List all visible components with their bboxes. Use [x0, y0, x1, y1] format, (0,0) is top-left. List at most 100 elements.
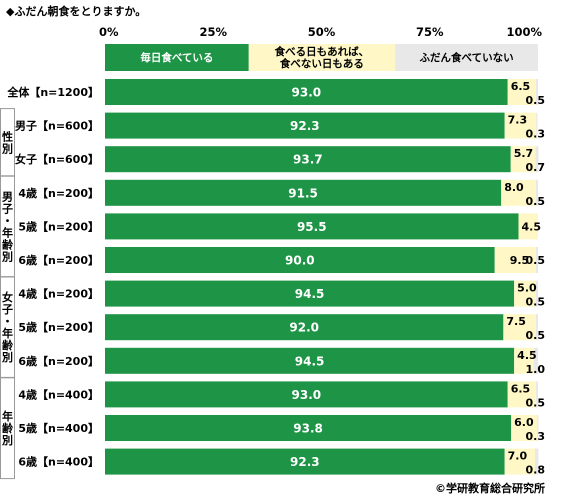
- data-label: 92.3: [290, 119, 320, 133]
- bar-segment: [105, 415, 512, 441]
- data-label: 4.5: [522, 220, 542, 233]
- group-label: 女子・年齢別: [1, 290, 14, 364]
- group-label: 年齢別: [1, 409, 14, 447]
- data-label: 6.5: [511, 382, 531, 395]
- category-label: 6歳【n=400】: [18, 455, 99, 469]
- x-tick-label: 25%: [199, 25, 227, 39]
- data-label: 7.0: [508, 450, 528, 463]
- bar-segment: [503, 314, 536, 341]
- data-label: 0.5: [526, 94, 546, 107]
- x-tick-label: 75%: [416, 25, 444, 39]
- data-label: 90.0: [285, 254, 315, 268]
- data-label: 0.5: [526, 396, 546, 409]
- bar-segment: [535, 146, 539, 173]
- bar-segment: [105, 146, 511, 173]
- data-label: 91.5: [288, 186, 318, 200]
- bar-segment: [105, 179, 502, 206]
- bar-segment: [105, 247, 495, 273]
- category-label: 5歳【n=200】: [18, 320, 99, 334]
- data-label: 7.5: [506, 315, 526, 328]
- bar-segment: [535, 247, 538, 273]
- legend-swatch: [395, 44, 538, 71]
- bar-segment: [511, 415, 538, 441]
- category-label: 6歳【n=200】: [18, 354, 99, 368]
- category-label: 女子【n=600】: [15, 152, 99, 166]
- bar-segment: [105, 112, 505, 139]
- legend-label: 食べる日もあれば、食べない日もある: [274, 45, 370, 70]
- data-label: 6.0: [514, 416, 534, 429]
- data-label: 7.3: [508, 114, 528, 127]
- data-label: 4.5: [517, 349, 537, 362]
- bar-segment: [535, 381, 538, 408]
- legend-label: 毎日食べている: [140, 51, 213, 64]
- bar-segment: [494, 247, 536, 273]
- category-label: 5歳【n=400】: [18, 421, 99, 435]
- bar-segment: [507, 381, 536, 408]
- credit: ©学研教育総合研究所: [435, 481, 545, 495]
- legend-swatch: [105, 44, 249, 71]
- bar-segment: [514, 280, 536, 307]
- data-label: 92.0: [289, 321, 319, 335]
- category-label: 4歳【n=200】: [18, 186, 99, 200]
- data-label: 0.5: [526, 296, 546, 309]
- category-label: 5歳【n=200】: [18, 219, 99, 233]
- data-label: 94.5: [295, 354, 325, 368]
- data-label: 93.8: [293, 422, 323, 436]
- legend-label: ふだん食べていない: [420, 51, 514, 64]
- bar-segment: [535, 280, 538, 307]
- data-label: 6.5: [511, 80, 531, 93]
- data-label: 9.5: [510, 254, 530, 267]
- bar-segment: [507, 79, 536, 105]
- data-label: 92.3: [290, 455, 320, 469]
- bar-segment: [504, 448, 535, 475]
- data-label: 5.0: [517, 282, 537, 295]
- data-label: 0.8: [526, 464, 546, 477]
- category-label: 6歳【n=200】: [18, 253, 99, 267]
- group-label: 男子・年齢別: [1, 190, 14, 263]
- bar-segment: [535, 179, 538, 206]
- bar-segment: [533, 347, 538, 374]
- bar-segment: [105, 280, 515, 307]
- chart-title: ◆ふだん朝食をとりますか。: [6, 4, 146, 18]
- category-label: 男子【n=600】: [15, 120, 99, 133]
- data-label: 0.3: [526, 430, 546, 443]
- bar-segment: [105, 314, 504, 341]
- bar-segment: [105, 79, 508, 105]
- x-tick-label: 100%: [506, 25, 542, 39]
- bar-segment: [510, 146, 536, 173]
- bar-segment: [504, 112, 537, 139]
- bar-segment: [535, 314, 538, 341]
- bar-segment: [536, 112, 538, 139]
- data-label: 1.0: [526, 363, 546, 376]
- bar-segment: [105, 381, 508, 408]
- data-label: 93.7: [293, 153, 323, 167]
- x-tick-label: 0%: [99, 25, 119, 39]
- category-label: 全体【n=1200】: [6, 85, 99, 99]
- category-label: 4歳【n=200】: [18, 287, 99, 301]
- legend-swatch: [248, 44, 396, 71]
- bar-segment: [501, 179, 536, 206]
- data-label: 93.0: [292, 388, 322, 402]
- data-label: 94.5: [295, 287, 325, 301]
- category-label: 4歳【n=400】: [18, 387, 99, 401]
- data-label: 0.3: [526, 128, 546, 141]
- x-tick-label: 50%: [308, 25, 336, 39]
- data-label: 5.7: [514, 147, 534, 160]
- group-label: 性別: [1, 129, 13, 155]
- bar-segment: [514, 347, 534, 374]
- bar-segment: [537, 415, 539, 441]
- bar-segment: [535, 79, 538, 105]
- data-label: 0.5: [526, 195, 546, 208]
- data-label: 0.5: [526, 329, 546, 342]
- data-label: 0.7: [526, 161, 546, 174]
- group-frame: [0, 376, 15, 480]
- bar-segment: [105, 347, 515, 374]
- bar-segment: [534, 448, 539, 475]
- bar-segment: [518, 213, 538, 240]
- data-label: 95.5: [297, 220, 327, 234]
- data-label: 0.5: [526, 254, 546, 267]
- bar-segment: [105, 213, 519, 240]
- data-label: 93.0: [292, 86, 322, 100]
- bar-segment: [105, 448, 505, 475]
